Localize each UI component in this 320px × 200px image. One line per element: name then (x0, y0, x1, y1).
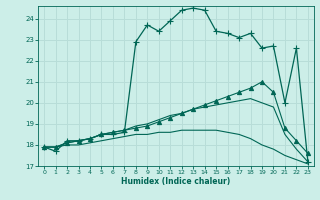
X-axis label: Humidex (Indice chaleur): Humidex (Indice chaleur) (121, 177, 231, 186)
